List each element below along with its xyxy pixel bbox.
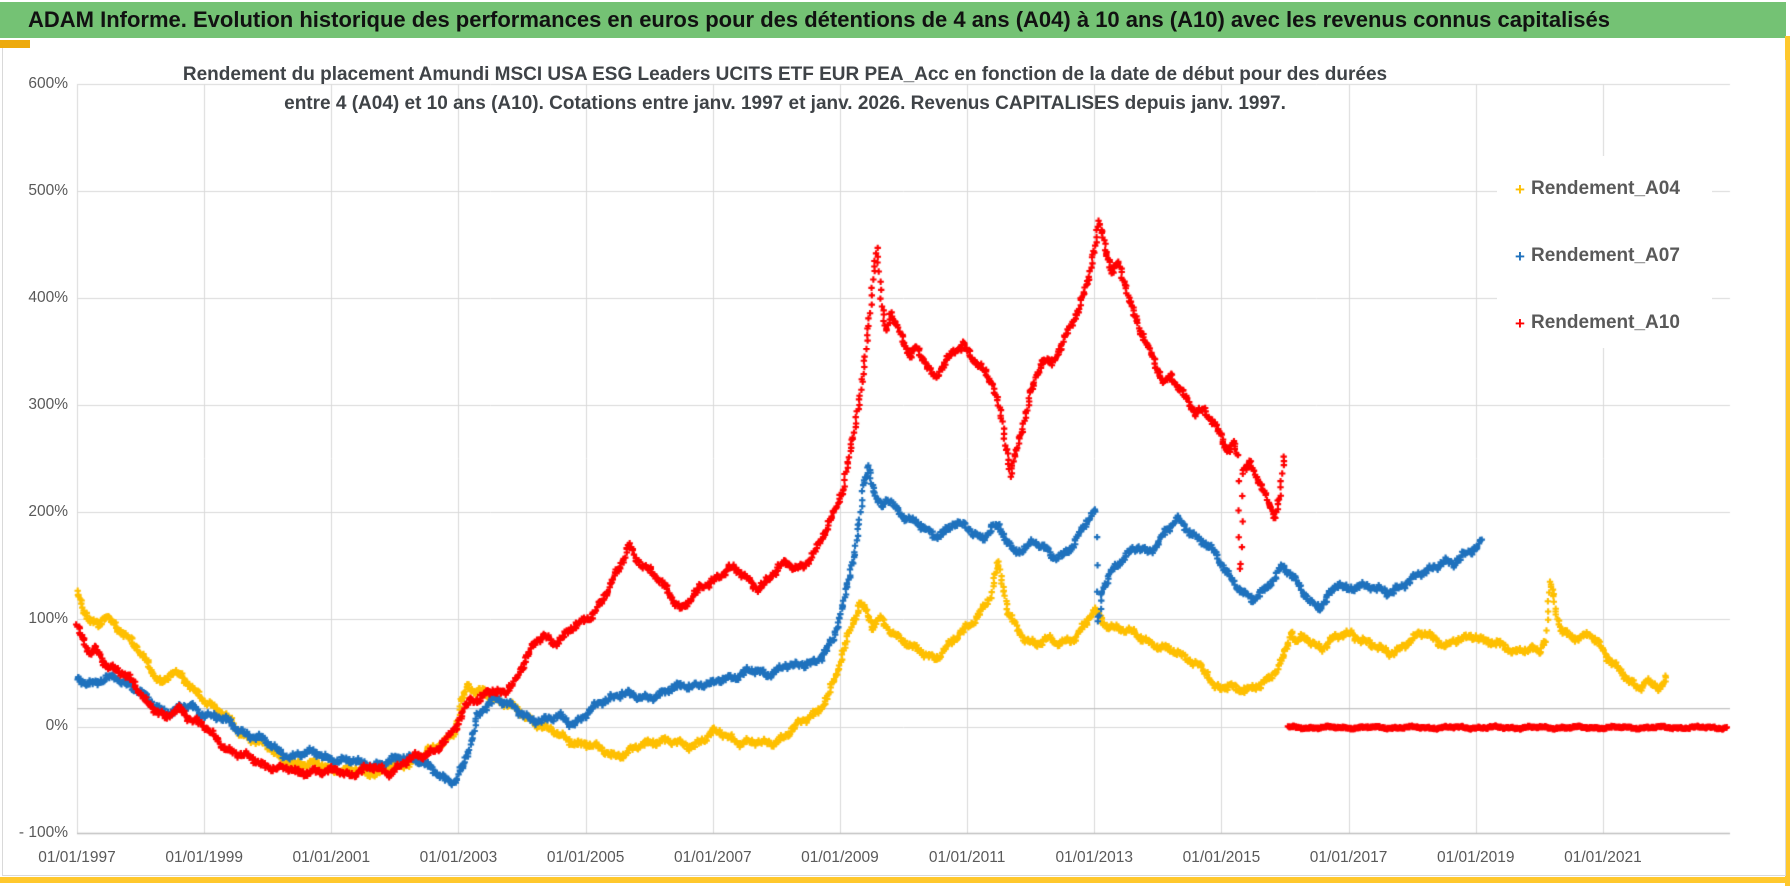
y-axis-tick: - 100% xyxy=(18,824,68,842)
chart-title: Rendement du placement Amundi MSCI USA E… xyxy=(180,60,1390,118)
plus-marker-icon: + xyxy=(1515,246,1525,266)
x-axis-tick: 01/01/2003 xyxy=(419,849,498,866)
legend-label: Rendement_A07 xyxy=(1531,245,1680,266)
x-axis-tick: 01/01/2009 xyxy=(801,849,879,866)
x-axis-tick: 01/01/2017 xyxy=(1309,849,1388,866)
y-axis-tick: 500% xyxy=(28,182,68,200)
x-axis-tick: 01/01/1999 xyxy=(165,849,243,866)
legend-item-a04: + Rendement_A04 xyxy=(1511,178,1680,200)
plus-marker-icon: + xyxy=(1515,179,1525,199)
x-axis-tick: 01/01/2021 xyxy=(1564,849,1642,866)
legend-item-a07: + Rendement_A07 xyxy=(1511,245,1680,267)
plus-marker-icon: + xyxy=(1515,313,1525,333)
y-axis-tick: 400% xyxy=(28,289,68,307)
y-axis-tick: 100% xyxy=(28,610,68,628)
x-axis-tick: 01/01/2011 xyxy=(928,849,1006,866)
y-axis-tick: 0% xyxy=(45,717,68,735)
x-axis-tick: 01/01/2015 xyxy=(1182,849,1261,866)
x-axis-tick: 01/01/2007 xyxy=(674,849,752,866)
legend: + Rendement_A04 + Rendement_A07 + Rendement_A… xyxy=(1497,156,1712,348)
chart-title-line2: entre 4 (A04) et 10 ans (A10). Cotations… xyxy=(284,93,1286,114)
y-axis-tick: 600% xyxy=(28,75,68,92)
x-axis-tick: 01/01/2019 xyxy=(1436,849,1515,866)
y-axis-tick: 300% xyxy=(28,396,68,414)
x-axis-tick: 01/01/2005 xyxy=(546,849,625,866)
y-axis-tick: 200% xyxy=(28,503,68,521)
x-axis-tick: 01/01/2013 xyxy=(1055,849,1134,866)
legend-label: Rendement_A10 xyxy=(1531,312,1680,333)
x-axis-tick: 01/01/2001 xyxy=(292,849,371,866)
chart-title-line1: Rendement du placement Amundi MSCI USA E… xyxy=(182,64,1388,85)
legend-label: Rendement_A04 xyxy=(1531,178,1680,199)
x-axis-tick: 01/01/1997 xyxy=(38,849,116,866)
legend-item-a10: + Rendement_A10 xyxy=(1511,312,1680,334)
